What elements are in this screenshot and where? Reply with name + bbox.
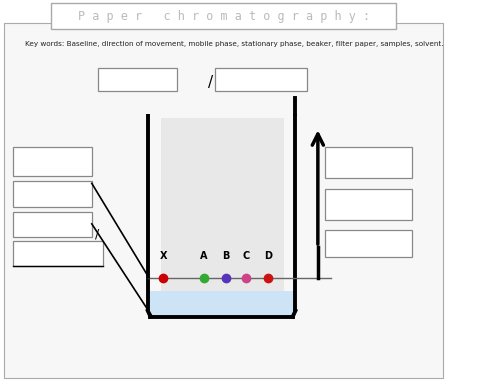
- Text: Key words: Baseline, direction of movement, mobile phase, stationary phase, beak: Key words: Baseline, direction of moveme…: [24, 41, 443, 47]
- Bar: [215, 68, 306, 91]
- Bar: [14, 147, 92, 176]
- Text: B: B: [222, 251, 230, 261]
- Text: /: /: [96, 227, 100, 240]
- Bar: [52, 3, 396, 29]
- Bar: [150, 291, 293, 317]
- Bar: [14, 181, 92, 207]
- Text: A: A: [200, 251, 207, 261]
- Text: X: X: [160, 251, 167, 261]
- Text: P a p e r   c h r o m a t o g r a p h y :: P a p e r c h r o m a t o g r a p h y :: [78, 10, 370, 24]
- Text: D: D: [264, 251, 272, 261]
- Bar: [324, 147, 412, 178]
- Bar: [14, 212, 92, 237]
- Bar: [98, 68, 177, 91]
- Bar: [14, 241, 103, 266]
- Text: /: /: [208, 76, 213, 90]
- Bar: [161, 118, 284, 291]
- Text: C: C: [242, 251, 250, 261]
- Bar: [324, 189, 412, 220]
- Bar: [324, 230, 412, 257]
